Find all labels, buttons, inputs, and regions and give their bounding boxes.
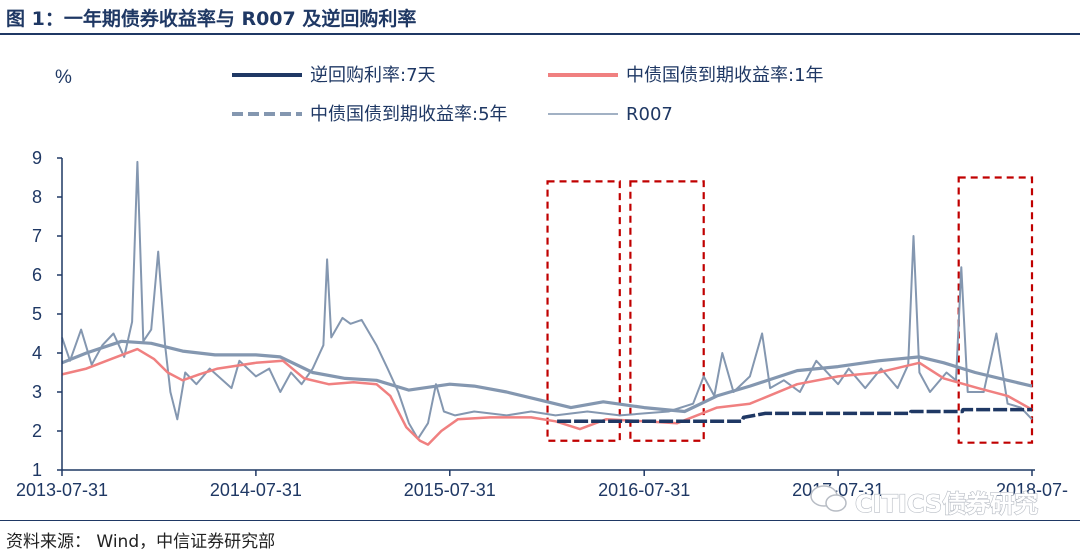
figure-title: 图 1：一年期债券收益率与 R007 及逆回购利率 <box>6 8 417 30</box>
series-line-cgb-5y <box>61 339 1033 414</box>
axes: 1 2 3 4 5 6 7 8 9 2013-07-31 2014-07-31 2015-07-31 2… <box>16 148 1068 500</box>
y-tick-label: 9 <box>32 148 42 168</box>
legend-label: 中债国债到期收益率:1年 <box>626 65 824 86</box>
source-rule <box>0 520 1080 521</box>
chart: 1 2 3 4 5 6 7 8 9 2013-07-31 2014-07-31 2015-07-31 2… <box>16 65 1068 519</box>
x-tick-label: 2013-07-31 <box>16 480 108 500</box>
y-tick-label: 4 <box>32 343 42 363</box>
x-tick-label: 2014-07-31 <box>210 480 302 500</box>
x-tick-label: 2015-07-31 <box>404 480 496 500</box>
title-rule <box>0 33 1080 35</box>
y-tick-label: 1 <box>32 460 42 480</box>
wechat-icon <box>810 485 847 512</box>
x-tick-label: 2018-07- <box>996 480 1068 500</box>
series-line-r007 <box>61 160 1033 440</box>
y-tick-label: 6 <box>32 265 42 285</box>
source-note: 资料来源： Wind，中信证券研究部 <box>6 532 276 552</box>
y-tick-label: 2 <box>32 421 42 441</box>
y-tick-label: 7 <box>32 226 42 246</box>
highlight-box <box>546 180 621 442</box>
legend-label: R007 <box>626 104 673 125</box>
x-tick-label: 2016-07-31 <box>598 480 690 500</box>
highlight-box <box>629 180 705 442</box>
legend-label: 逆回购利率:7天 <box>310 65 436 86</box>
series-line-reverse-repo <box>557 407 1032 424</box>
y-tick-label: 5 <box>32 304 42 324</box>
legend-label: 中债国债到期收益率:5年 <box>310 104 508 125</box>
y-axis-unit: % <box>55 67 72 88</box>
series-line-cgb-1y <box>61 347 1033 446</box>
y-tick-label: 8 <box>32 187 42 207</box>
watermark: CITICS债券研究 <box>855 490 1038 518</box>
y-tick-label: 3 <box>32 382 42 402</box>
plot-area <box>61 160 1033 446</box>
